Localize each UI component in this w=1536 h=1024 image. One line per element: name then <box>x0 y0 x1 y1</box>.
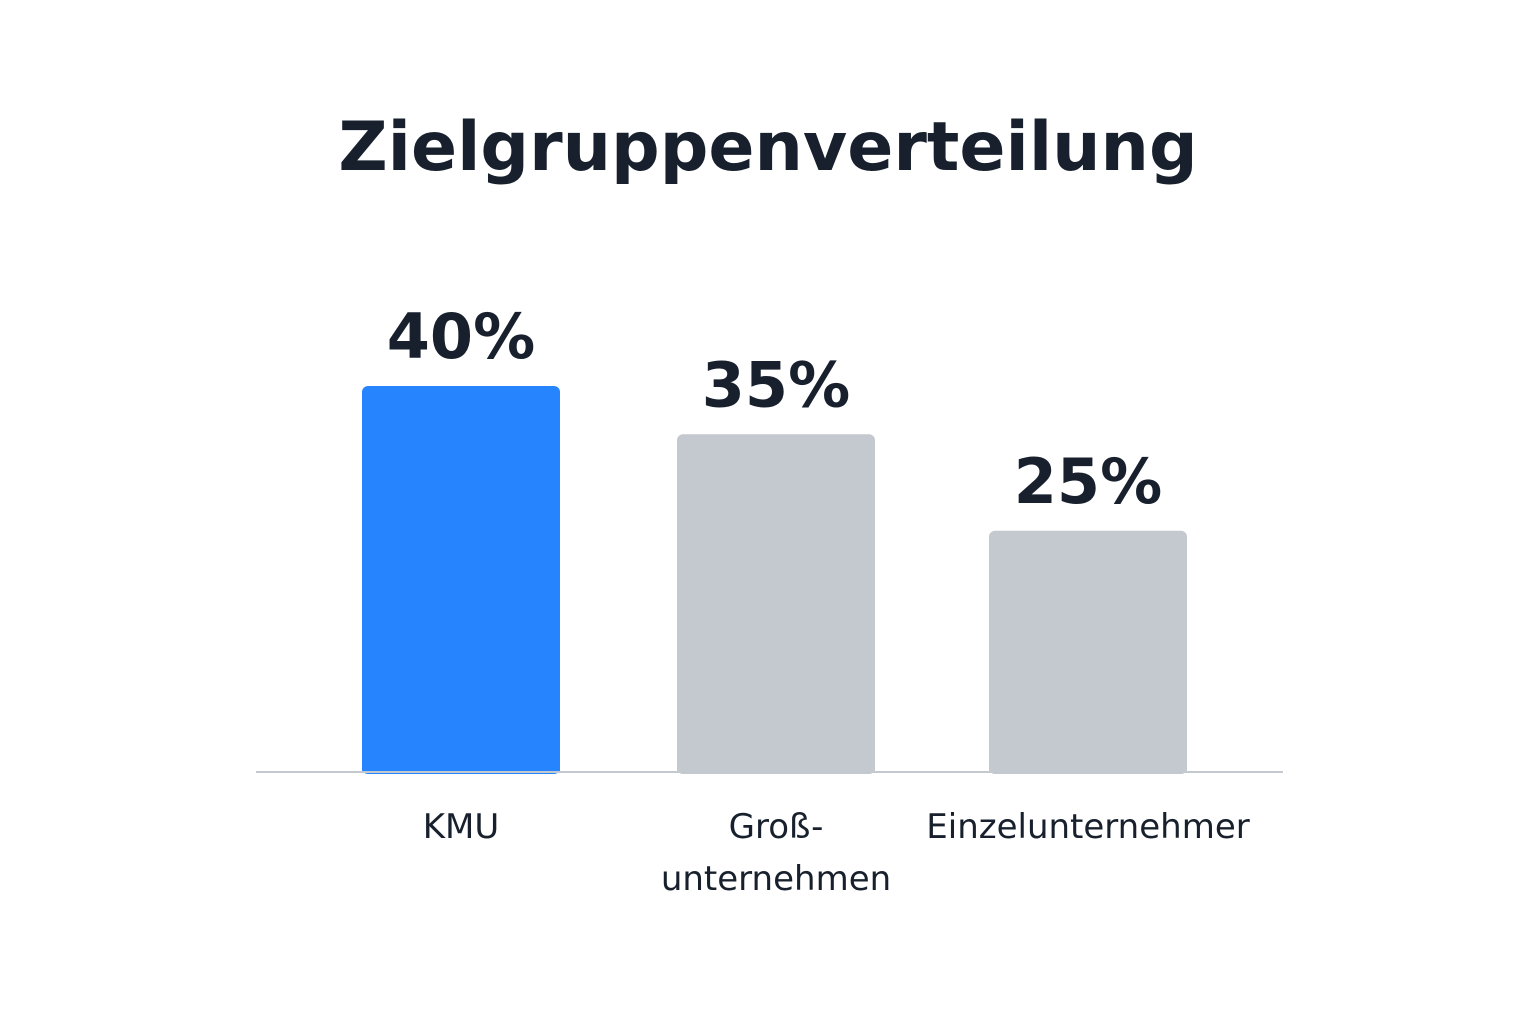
bar-2-base <box>677 764 875 772</box>
category-label-1: KMU <box>423 807 500 847</box>
bar-3-base <box>989 764 1187 772</box>
bars-group <box>362 386 1187 774</box>
bar-value-label-1: 40% <box>387 300 535 373</box>
category-labels-group: KMU Groß-unternehmen Einzelunternehmer <box>423 807 1250 899</box>
bar-value-label-2: 35% <box>702 348 850 421</box>
bar-2 <box>677 434 875 774</box>
bar-value-label-3: 25% <box>1014 445 1162 518</box>
category-label-3: Einzelunternehmer <box>926 807 1249 847</box>
chart-title: Zielgruppenverteilung <box>338 108 1198 187</box>
value-labels-group: 40% 35% 25% <box>387 300 1162 518</box>
bar-1-base <box>362 764 560 772</box>
bar-1 <box>362 386 560 774</box>
bar-3 <box>989 530 1187 774</box>
category-label-2: Groß-unternehmen <box>661 807 891 899</box>
